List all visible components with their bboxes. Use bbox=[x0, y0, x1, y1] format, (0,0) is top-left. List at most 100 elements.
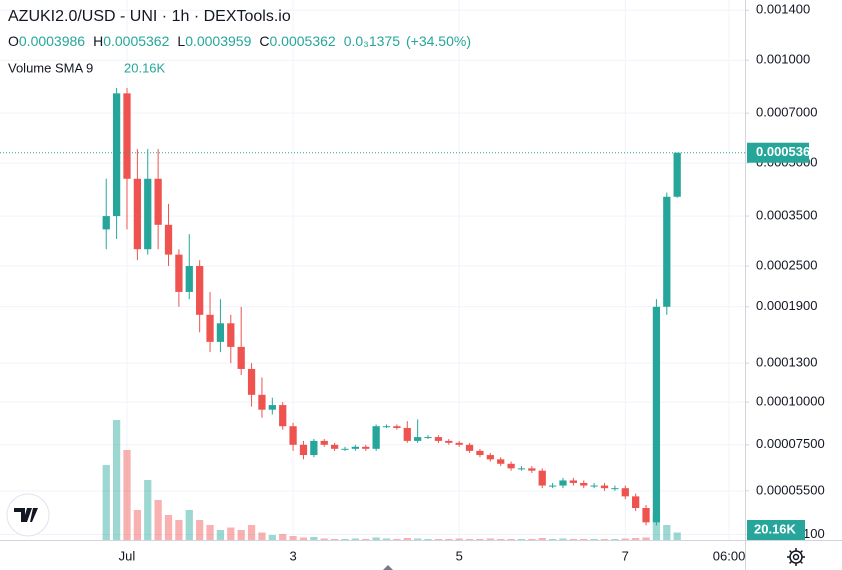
y-tick-label: 0.0002500 bbox=[756, 257, 817, 272]
volume-bar bbox=[216, 530, 225, 540]
volume-bar bbox=[102, 465, 110, 540]
y-tick-label: 0.0007000 bbox=[756, 105, 817, 120]
candle-body bbox=[403, 427, 411, 441]
candle-body bbox=[279, 405, 287, 427]
x-tick-label: 7 bbox=[622, 548, 629, 563]
candle-body bbox=[154, 178, 162, 225]
x-tick-label: 06:00 bbox=[713, 548, 746, 563]
candle-body bbox=[382, 426, 391, 428]
candle-body bbox=[393, 426, 401, 428]
candle-body bbox=[414, 437, 422, 441]
candle-body bbox=[434, 437, 443, 441]
legend-part: 0.0005362 bbox=[270, 33, 336, 49]
candle-body bbox=[258, 394, 266, 410]
y-tick-label: 0.00007500 bbox=[756, 436, 825, 451]
candle-body bbox=[112, 93, 121, 217]
candle-body bbox=[247, 368, 256, 395]
volume-bar bbox=[528, 539, 536, 540]
volume-bar bbox=[362, 539, 370, 540]
volume-bar bbox=[517, 539, 526, 540]
volume-bar bbox=[237, 530, 245, 540]
candle-body bbox=[289, 426, 297, 445]
volume-bar bbox=[611, 539, 619, 540]
legend-part: (+34.50%) bbox=[406, 33, 471, 49]
candle-body bbox=[673, 152, 681, 197]
settings-icon[interactable] bbox=[787, 548, 805, 566]
volume-bar bbox=[289, 536, 297, 540]
volume-bar bbox=[590, 539, 598, 540]
candle-body bbox=[611, 488, 619, 490]
scroll-indicator[interactable] bbox=[383, 565, 393, 570]
candle-body bbox=[424, 437, 432, 439]
legend-part: 0.0005362 bbox=[103, 33, 169, 49]
candle-body bbox=[310, 440, 318, 456]
tv-logo bbox=[6, 493, 50, 537]
candle-body bbox=[642, 508, 650, 523]
volume-bar bbox=[434, 539, 443, 540]
volume-bar bbox=[673, 532, 681, 540]
volume-sma-value: 20.16K bbox=[124, 60, 166, 75]
volume-bar bbox=[632, 538, 640, 540]
volume-bar bbox=[621, 538, 629, 540]
volume-bar bbox=[476, 539, 484, 540]
legend-part: 0.0₃1375 bbox=[344, 33, 401, 49]
candle-body bbox=[268, 405, 276, 410]
y-tick-label: 0.0001300 bbox=[756, 355, 817, 370]
volume-bar bbox=[497, 539, 505, 540]
volume-bar bbox=[372, 537, 380, 540]
candle-body bbox=[528, 468, 536, 471]
volume-bar bbox=[465, 539, 474, 540]
volume-bar bbox=[299, 537, 308, 540]
y-tick-label: 0.0003500 bbox=[756, 208, 817, 223]
candle-body bbox=[486, 455, 494, 460]
y-tick-label: 0.001000 bbox=[756, 52, 810, 67]
candle-body bbox=[465, 444, 474, 451]
volume-bar bbox=[310, 537, 318, 540]
candles bbox=[0, 87, 745, 526]
legend-part: 0.0003986 bbox=[19, 33, 85, 49]
volume-bar bbox=[133, 510, 142, 540]
volume-bar bbox=[548, 539, 557, 540]
volume-bar bbox=[123, 450, 131, 540]
volume-bar bbox=[341, 539, 349, 540]
candle-body bbox=[569, 480, 578, 483]
volume-bar bbox=[642, 537, 650, 540]
volume-bar bbox=[507, 539, 515, 540]
candle-body bbox=[123, 93, 131, 179]
candle-body bbox=[476, 450, 484, 456]
candle-body bbox=[351, 446, 360, 449]
legend-part: L bbox=[177, 33, 185, 49]
candle-body bbox=[227, 323, 235, 347]
candle-body bbox=[621, 488, 629, 497]
y-tick-label: 0.00010000 bbox=[756, 394, 825, 409]
volume-bar bbox=[247, 525, 256, 540]
candle-body bbox=[600, 485, 609, 489]
ohlc-legend: O0.0003986 H0.0005362 L0.0003959 C0.0005362… bbox=[8, 33, 471, 49]
last-price-box bbox=[747, 142, 809, 163]
candle-body bbox=[445, 440, 453, 443]
candle-body bbox=[455, 442, 463, 445]
candle-body bbox=[133, 178, 142, 250]
candle-body bbox=[185, 266, 193, 292]
legend-part: O bbox=[8, 33, 19, 49]
x-tick-label: 3 bbox=[289, 548, 296, 563]
volume-bar bbox=[652, 515, 661, 540]
volume-bar bbox=[227, 527, 235, 540]
volume-bar bbox=[268, 535, 276, 540]
candle-body bbox=[372, 426, 380, 449]
candle-body bbox=[144, 178, 152, 250]
candle-body bbox=[507, 463, 515, 469]
candle-body bbox=[102, 216, 110, 230]
volume-bar bbox=[330, 539, 339, 540]
volume-bar bbox=[559, 538, 567, 540]
candle-body bbox=[663, 196, 671, 307]
y-tick-label: 0.00005500 bbox=[756, 482, 825, 497]
volume-bar bbox=[144, 480, 152, 540]
candle-body bbox=[299, 444, 308, 456]
candle-body bbox=[196, 266, 204, 315]
candle-body bbox=[548, 485, 557, 487]
x-tick-label: 5 bbox=[456, 548, 463, 563]
candle-body bbox=[330, 444, 339, 449]
